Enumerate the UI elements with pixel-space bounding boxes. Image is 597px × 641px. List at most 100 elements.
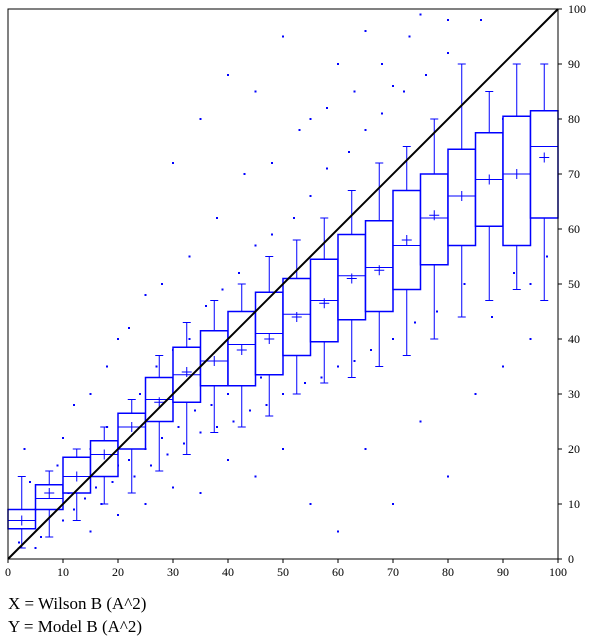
scatter-point (188, 255, 191, 258)
scatter-point (304, 382, 306, 384)
box-plot (34, 470, 64, 538)
scatter-point (111, 481, 114, 483)
scatter-point (265, 404, 268, 406)
scatter-point (463, 283, 466, 285)
box-iqr (447, 148, 477, 247)
scatter-point (144, 503, 147, 505)
scatter-point (128, 327, 130, 329)
scatter-point (18, 541, 20, 544)
scatter-point (502, 365, 504, 368)
scatter-point (73, 404, 75, 406)
scatter-point (254, 244, 257, 247)
scatter-point (216, 426, 218, 428)
y-tick-label: 10 (568, 497, 580, 511)
scatter-point (205, 305, 207, 307)
scatter-point (480, 19, 482, 21)
box-plot (474, 91, 504, 301)
box-iqr (502, 115, 532, 247)
scatter-point (293, 217, 295, 219)
identity-diagonal-line (7, 8, 559, 560)
box-plot (62, 448, 92, 521)
box-plot (227, 283, 257, 428)
box-plot (529, 63, 559, 301)
scatter-point (326, 167, 328, 170)
scatter-point (194, 409, 196, 412)
x-tick-label: 80 (442, 565, 454, 579)
scatter-point (381, 112, 383, 115)
x-tick-label: 50 (277, 565, 289, 579)
scatter-point (364, 448, 367, 450)
box-plot (447, 63, 477, 318)
scatter-point (320, 376, 323, 379)
scatter-point (249, 409, 251, 412)
scatter-point (243, 173, 246, 175)
scatter-point (337, 63, 339, 65)
scatter-point (183, 442, 185, 445)
scatter-point (117, 338, 119, 340)
scatter-point (474, 393, 477, 395)
scatter-point (381, 63, 383, 65)
scatter-point (227, 459, 229, 461)
scatter-point (529, 338, 532, 340)
box-plot (89, 426, 119, 505)
scatter-point (529, 283, 532, 285)
scatter-point (309, 195, 312, 197)
scatter-point (106, 365, 108, 368)
scatter-point (56, 464, 59, 467)
scatter-point (282, 393, 284, 395)
scatter-point (238, 272, 240, 274)
scatter-point (337, 530, 339, 533)
scatter-point (221, 288, 224, 291)
scatter-point (199, 431, 202, 434)
box-plot (364, 162, 394, 367)
x-tick-label: 70 (387, 565, 399, 579)
scatter-point (447, 19, 449, 21)
scatter-point (62, 519, 64, 522)
scatter-point (403, 90, 405, 93)
scatter-point (199, 492, 202, 494)
scatter-point (62, 437, 64, 439)
x-tick-label: 60 (332, 565, 344, 579)
box-plots (7, 63, 559, 549)
scatter-point (199, 118, 202, 120)
scatter-point (23, 448, 26, 450)
y-tick-label: 40 (568, 332, 580, 346)
x-tick-label: 100 (549, 565, 567, 579)
scatter-point (309, 503, 312, 505)
scatter-point (210, 404, 213, 406)
scatter-point (546, 255, 548, 258)
scatter-point (392, 85, 394, 87)
scatter-point (177, 426, 180, 428)
scatter-point (491, 316, 493, 318)
box-plot (144, 355, 174, 472)
scatter-point (128, 459, 130, 461)
y-tick-label: 30 (568, 387, 580, 401)
scatter-point (370, 349, 372, 351)
box-plot (337, 190, 367, 378)
x-tick-label: 20 (112, 565, 124, 579)
scatter-box-chart: 0 10 20 30 40 50 60 70 80 90 100010203040506070809… (5, 2, 586, 579)
x-tick-label: 40 (222, 565, 234, 579)
scatter-point (271, 162, 273, 164)
scatter-point (392, 338, 394, 340)
scatter-point (254, 475, 257, 478)
scatter-point (326, 107, 328, 109)
x-tick-label: 10 (57, 565, 69, 579)
scatter-point (282, 35, 284, 38)
box-plot (502, 63, 532, 290)
scatter-point (447, 52, 449, 54)
scatter-point (436, 310, 438, 313)
scatter-point (144, 294, 147, 296)
y-tick-label: 20 (568, 442, 580, 456)
scatter-point (364, 129, 367, 131)
scatter-point (298, 129, 301, 131)
scatter-point (419, 420, 422, 423)
scatter-point (353, 360, 356, 362)
y-tick-label: 0 (568, 552, 574, 566)
x-tick-label: 30 (167, 565, 179, 579)
y-tick-label: 60 (568, 222, 580, 236)
scatter-point (353, 90, 356, 93)
scatter-point (364, 30, 367, 32)
scatter-point (34, 547, 37, 549)
scatter-point (309, 118, 312, 120)
